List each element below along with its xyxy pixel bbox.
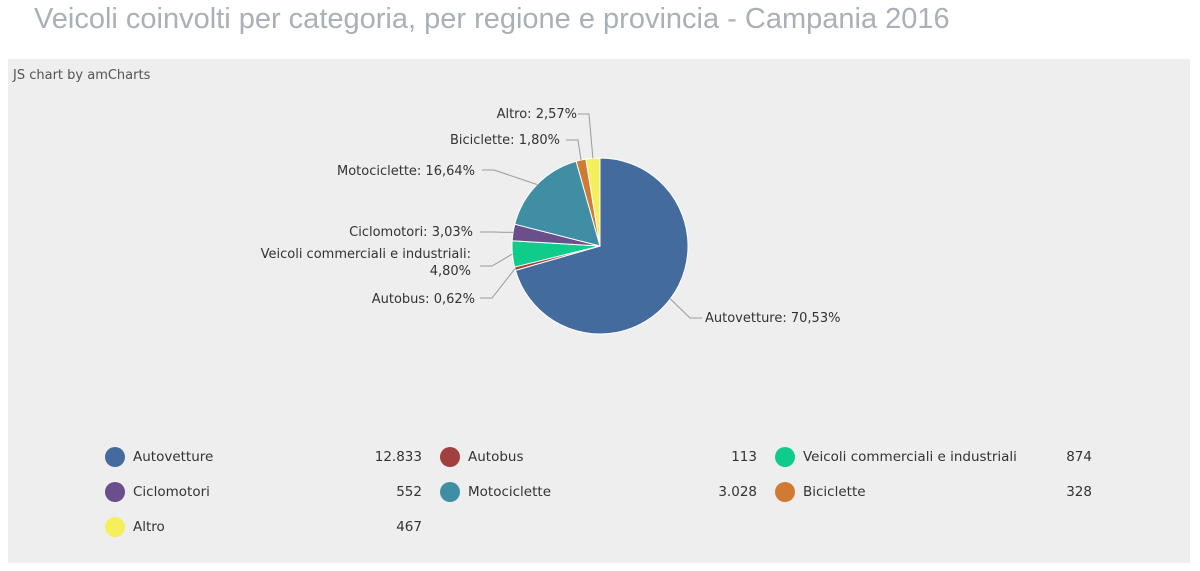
page-title: Veicoli coinvolti per categoria, per reg… xyxy=(34,3,950,35)
legend-value: 874 xyxy=(1066,449,1092,465)
label-connector-biciclette xyxy=(566,139,582,161)
legend-item-veicoli-commerciali[interactable]: Veicoli commerciali e industriali 874 xyxy=(775,445,1095,471)
slice-label-autovetture: Autovetture: 70,53% xyxy=(705,311,840,326)
legend-item-autovetture[interactable]: Autovetture 12.833 xyxy=(105,445,425,471)
legend-marker xyxy=(775,447,795,467)
label-connector-motociclette xyxy=(482,169,538,185)
legend-marker xyxy=(775,482,795,502)
legend-item-altro[interactable]: Altro 467 xyxy=(105,515,425,541)
label-connector-autovetture xyxy=(669,298,702,319)
label-connector-autobus xyxy=(480,268,516,299)
slice-label-motociclette: Motociclette: 16,64% xyxy=(337,164,475,179)
slice-label-ciclomotori: Ciclomotori: 3,03% xyxy=(349,225,473,240)
legend-label: Autobus xyxy=(468,449,524,465)
slice-label-biciclette: Biciclette: 1,80% xyxy=(450,133,560,148)
legend-item-biciclette[interactable]: Biciclette 328 xyxy=(775,480,1095,506)
slice-label-autobus: Autobus: 0,62% xyxy=(372,292,475,307)
legend-marker xyxy=(105,447,125,467)
legend-value: 12.833 xyxy=(374,449,422,465)
legend-item-motociclette[interactable]: Motociclette 3.028 xyxy=(440,480,760,506)
legend-label: Biciclette xyxy=(803,484,866,500)
slice-label-veicoli-commerciali: Veicoli commerciali e industriali: 4,80% xyxy=(261,247,471,279)
slice-label-altro: Altro: 2,57% xyxy=(497,107,577,122)
label-connector-altro xyxy=(578,113,594,159)
pie-slice-motociclette[interactable] xyxy=(514,160,601,247)
legend-value: 467 xyxy=(396,519,422,535)
legend-label: Altro xyxy=(133,519,165,535)
legend-label: Veicoli commerciali e industriali xyxy=(803,449,1017,465)
legend-label: Motociclette xyxy=(468,484,552,500)
legend-marker xyxy=(105,482,125,502)
legend-item-ciclomotori[interactable]: Ciclomotori 552 xyxy=(105,480,425,506)
amcharts-credit-link[interactable]: JS chart by amCharts xyxy=(13,68,151,83)
legend-marker xyxy=(440,482,460,502)
legend-marker xyxy=(105,517,125,537)
legend-marker xyxy=(440,447,460,467)
legend-value: 113 xyxy=(731,449,757,465)
legend-label: Ciclomotori xyxy=(133,484,210,500)
legend-value: 552 xyxy=(396,484,422,500)
legend-label: Autovetture xyxy=(133,449,214,465)
legend-value: 3.028 xyxy=(718,484,757,500)
legend-value: 328 xyxy=(1066,484,1092,500)
label-connector-veicoli-commerciali xyxy=(480,253,513,267)
legend-item-autobus[interactable]: Autobus 113 xyxy=(440,445,760,471)
